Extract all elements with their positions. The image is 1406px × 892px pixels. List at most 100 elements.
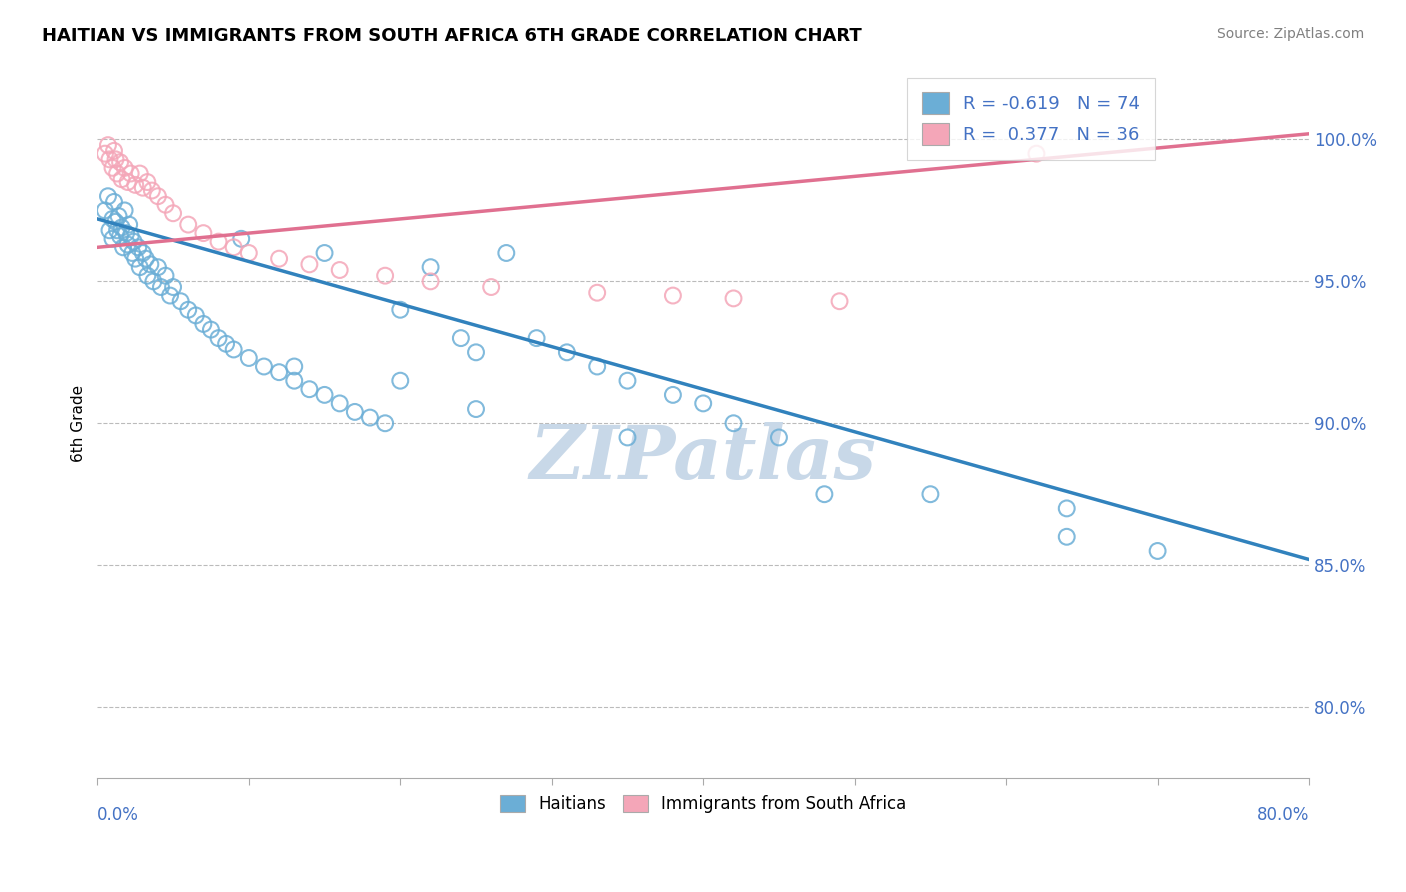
Point xyxy=(329,263,352,277)
Point xyxy=(110,172,132,186)
Point xyxy=(121,246,143,260)
Text: HAITIAN VS IMMIGRANTS FROM SOUTH AFRICA 6TH GRADE CORRELATION CHART: HAITIAN VS IMMIGRANTS FROM SOUTH AFRICA … xyxy=(42,27,862,45)
Point xyxy=(117,237,139,252)
Point xyxy=(586,285,609,300)
Point xyxy=(283,374,305,388)
Point xyxy=(269,252,291,266)
Point xyxy=(124,178,146,192)
Point xyxy=(298,257,321,271)
Point xyxy=(139,257,162,271)
Point xyxy=(193,226,215,240)
Point xyxy=(103,194,125,209)
Point xyxy=(104,153,127,167)
Point xyxy=(112,240,135,254)
Point xyxy=(586,359,609,374)
Point xyxy=(692,396,714,410)
Point xyxy=(105,223,128,237)
Point xyxy=(98,223,121,237)
Point xyxy=(479,280,502,294)
Point xyxy=(146,189,169,203)
Point xyxy=(419,260,441,275)
Point xyxy=(97,189,120,203)
Point xyxy=(419,274,441,288)
Point xyxy=(283,359,305,374)
Point xyxy=(238,246,260,260)
Point xyxy=(97,138,120,153)
Point xyxy=(723,417,745,431)
Point xyxy=(132,246,155,260)
Point xyxy=(828,294,851,309)
Point xyxy=(114,203,136,218)
Point xyxy=(149,280,172,294)
Point xyxy=(122,235,145,249)
Point xyxy=(128,167,150,181)
Point xyxy=(155,268,177,283)
Point xyxy=(253,359,276,374)
Point xyxy=(136,268,159,283)
Point xyxy=(314,388,336,402)
Point xyxy=(215,336,238,351)
Point xyxy=(135,252,157,266)
Point xyxy=(94,203,117,218)
Point xyxy=(117,175,139,189)
Point xyxy=(222,240,245,254)
Point xyxy=(162,280,184,294)
Point xyxy=(141,184,163,198)
Point xyxy=(169,294,191,309)
Point xyxy=(768,430,790,444)
Point xyxy=(450,331,472,345)
Point xyxy=(269,365,291,379)
Point xyxy=(128,260,150,275)
Point xyxy=(222,343,245,357)
Point xyxy=(374,268,396,283)
Point xyxy=(662,288,685,302)
Point xyxy=(1056,530,1078,544)
Text: 80.0%: 80.0% xyxy=(1257,806,1309,824)
Point xyxy=(104,215,127,229)
Text: 0.0%: 0.0% xyxy=(97,806,139,824)
Point xyxy=(177,218,200,232)
Point xyxy=(101,211,124,226)
Point xyxy=(127,240,149,254)
Point xyxy=(107,209,129,223)
Point xyxy=(495,246,517,260)
Point xyxy=(616,374,638,388)
Point xyxy=(555,345,578,359)
Point xyxy=(920,487,942,501)
Point xyxy=(114,161,136,175)
Point xyxy=(132,180,155,194)
Point xyxy=(162,206,184,220)
Point xyxy=(207,331,229,345)
Text: Source: ZipAtlas.com: Source: ZipAtlas.com xyxy=(1216,27,1364,41)
Point xyxy=(94,146,117,161)
Legend: Haitians, Immigrants from South Africa: Haitians, Immigrants from South Africa xyxy=(494,788,912,820)
Point xyxy=(103,144,125,158)
Point xyxy=(238,351,260,365)
Point xyxy=(231,232,253,246)
Point xyxy=(329,396,352,410)
Point xyxy=(389,374,412,388)
Point xyxy=(177,302,200,317)
Point xyxy=(616,430,638,444)
Point xyxy=(108,229,131,244)
Point xyxy=(118,218,141,232)
Point xyxy=(723,292,745,306)
Point xyxy=(115,226,138,240)
Point xyxy=(200,323,222,337)
Point xyxy=(101,232,124,246)
Point xyxy=(120,229,142,244)
Point xyxy=(813,487,835,501)
Point xyxy=(343,405,366,419)
Text: ZIPatlas: ZIPatlas xyxy=(530,423,877,495)
Y-axis label: 6th Grade: 6th Grade xyxy=(72,384,86,462)
Point xyxy=(314,246,336,260)
Point xyxy=(124,252,146,266)
Point xyxy=(465,345,488,359)
Point xyxy=(1025,146,1047,161)
Point xyxy=(184,309,207,323)
Point xyxy=(110,220,132,235)
Point xyxy=(120,167,142,181)
Point xyxy=(105,167,128,181)
Point xyxy=(526,331,548,345)
Point xyxy=(662,388,685,402)
